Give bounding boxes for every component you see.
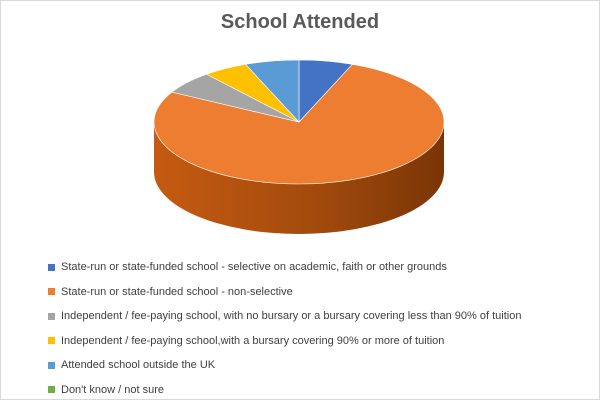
legend-item: Attended school outside the UK [48,353,593,378]
legend-label: Attended school outside the UK [61,359,215,371]
legend-swatch [48,313,55,320]
legend-swatch [48,288,55,295]
legend-item: Don't know / not sure [48,378,593,402]
legend-label: State-run or state-funded school - selec… [61,261,447,273]
legend-item: Independent / fee-paying school,with a b… [48,329,593,354]
legend-item: State-run or state-funded school - non-s… [48,280,593,305]
legend: State-run or state-funded school - selec… [48,255,593,402]
legend-swatch [48,386,55,393]
legend-label: Don't know / not sure [61,384,164,396]
legend-label: Independent / fee-paying school,with a b… [61,335,444,347]
legend-swatch [48,337,55,344]
legend-label: State-run or state-funded school - non-s… [61,286,293,298]
legend-label: Independent / fee-paying school, with no… [61,310,521,322]
legend-item: Independent / fee-paying school, with no… [48,304,593,329]
legend-swatch [48,264,55,271]
legend-item: State-run or state-funded school - selec… [48,255,593,280]
legend-swatch [48,362,55,369]
